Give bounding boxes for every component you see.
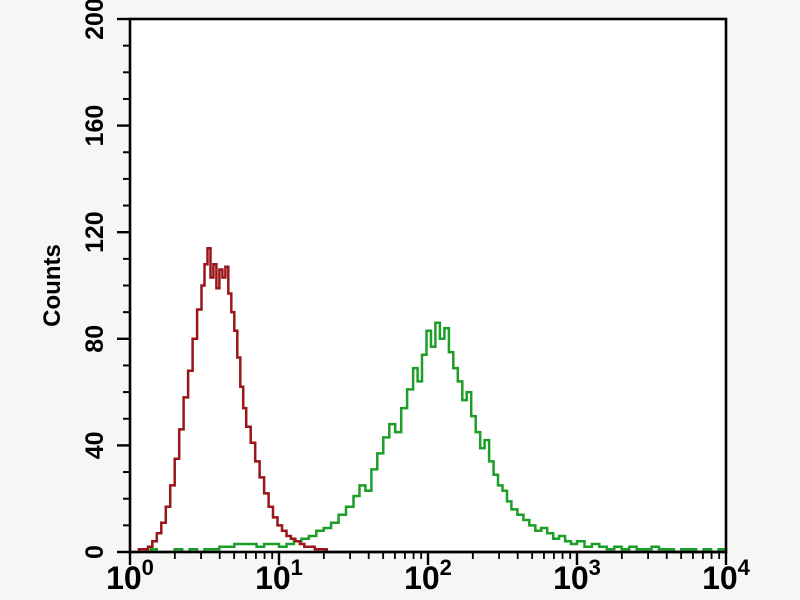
y-axis-tick-label: 120 xyxy=(81,211,109,253)
series-green-stained-population xyxy=(144,321,728,554)
series-red-negative-control xyxy=(130,246,726,554)
axis-major-ticks xyxy=(117,17,728,565)
x-axis-tick-label: 101 xyxy=(255,555,303,596)
y-axis-tick-label: 160 xyxy=(81,105,109,147)
y-axis-label: Counts xyxy=(39,244,66,327)
y-axis-tick-label: 200 xyxy=(81,0,109,40)
x-axis-tick-label: 102 xyxy=(404,555,452,596)
x-axis-tick-label: 103 xyxy=(553,555,601,596)
y-axis-tick-label: 80 xyxy=(81,325,109,353)
x-axis-tick-label: 100 xyxy=(106,555,154,596)
y-axis-tick-label: 40 xyxy=(81,431,109,459)
histogram-curves xyxy=(130,246,728,554)
axis-tick-labels: 0 40 80 120 160 200 100 101 102 103 104 xyxy=(81,0,751,596)
x-axis-tick-label: 104 xyxy=(702,555,751,596)
plot-frame xyxy=(128,17,728,554)
y-axis-tick-label: 0 xyxy=(81,545,109,559)
